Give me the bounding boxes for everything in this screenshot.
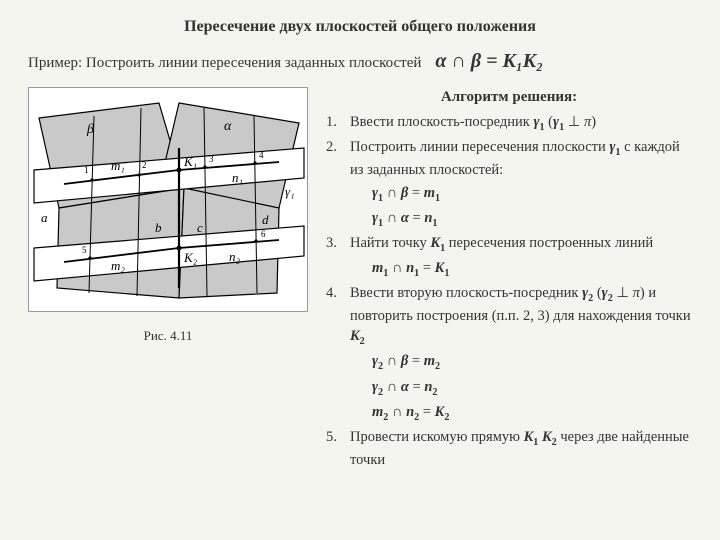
algorithm-step: 1.Ввести плоскость-посредник γ1 (γ1 ⊥ π) [326, 112, 692, 135]
algorithm-formula: γ1 ∩ β = m1 [326, 183, 692, 206]
svg-text:α: α [224, 119, 232, 134]
svg-text:K₂: K₂ [183, 250, 198, 265]
algorithm-title: Алгоритм решения: [326, 87, 692, 108]
algorithm-formula: m1 ∩ n1 = K1 [326, 258, 692, 281]
svg-text:2: 2 [142, 160, 147, 170]
svg-text:n₁: n₁ [232, 170, 243, 185]
svg-text:3: 3 [209, 154, 214, 164]
algorithm-formula: γ1 ∩ α = n1 [326, 208, 692, 231]
example-line: Пример: Построить линии пересечения зада… [28, 50, 692, 73]
example-formula: α ∩ β = K₁K₂ [435, 50, 543, 73]
page-title: Пересечение двух плоскостей общего полож… [28, 18, 692, 36]
svg-text:K₁: K₁ [183, 154, 197, 169]
svg-text:6: 6 [261, 229, 266, 239]
algorithm-step: 5.Провести искомую прямую K1 K2 через дв… [326, 427, 692, 470]
figure-4-11: β α m₁ n₁ m₂ n₂ K₁ K₂ a b c d γ₁ 1 2 3 4… [28, 87, 308, 312]
svg-text:5: 5 [82, 245, 87, 255]
svg-text:a: a [41, 210, 48, 225]
algorithm-formula: γ2 ∩ α = n2 [326, 377, 692, 400]
algorithm-formula: γ2 ∩ β = m2 [326, 351, 692, 374]
svg-text:γ₁: γ₁ [285, 184, 295, 199]
algorithm-list: 1.Ввести плоскость-посредник γ1 (γ1 ⊥ π)… [326, 112, 692, 470]
example-text: Пример: Построить линии пересечения зада… [28, 55, 421, 72]
svg-text:n₂: n₂ [229, 249, 241, 264]
algorithm-step: 2.Построить линии пересечения плоскости … [326, 137, 692, 180]
svg-text:b: b [155, 220, 162, 235]
figure-caption: Рис. 4.11 [28, 328, 308, 344]
algorithm-step: 3.Найти точку K1 пересечения построенных… [326, 233, 692, 256]
content-row: β α m₁ n₁ m₂ n₂ K₁ K₂ a b c d γ₁ 1 2 3 4… [28, 87, 692, 472]
svg-text:m₁: m₁ [111, 158, 125, 173]
svg-text:β: β [86, 122, 94, 137]
figure-column: β α m₁ n₁ m₂ n₂ K₁ K₂ a b c d γ₁ 1 2 3 4… [28, 87, 308, 472]
svg-text:m₂: m₂ [111, 258, 125, 273]
svg-text:c: c [197, 220, 203, 235]
algorithm-formula: m2 ∩ n2 = K2 [326, 402, 692, 425]
svg-text:1: 1 [84, 165, 89, 175]
svg-text:d: d [262, 212, 269, 227]
algorithm-step: 4.Ввести вторую плоскость-посредник γ2 (… [326, 283, 692, 350]
svg-text:4: 4 [259, 150, 264, 160]
algorithm-column: Алгоритм решения: 1.Ввести плоскость-пос… [326, 87, 692, 472]
